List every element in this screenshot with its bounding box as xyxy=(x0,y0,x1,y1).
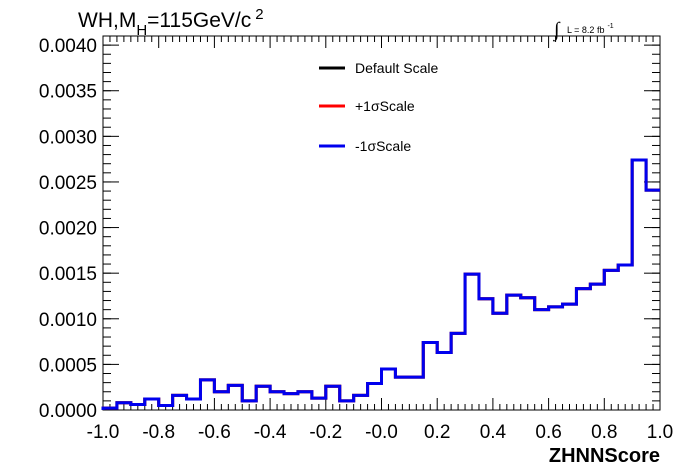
x-tick-label: -0.4 xyxy=(254,422,287,443)
title-subscript: H xyxy=(136,22,147,39)
y-tick-label: 0.0025 xyxy=(39,173,97,194)
y-tick-label: 0.0015 xyxy=(39,264,97,285)
title-rest: =115GeV/c xyxy=(147,9,251,32)
x-tick-label: -1.0 xyxy=(87,422,120,443)
title-superscript: 2 xyxy=(255,6,263,23)
series-line-2 xyxy=(101,158,660,410)
title-main: WH,M xyxy=(78,9,136,32)
legend-label: Default Scale xyxy=(355,60,438,76)
x-tick-label: -0.8 xyxy=(142,422,175,443)
y-tick-label: 0.0000 xyxy=(39,401,97,422)
x-axis: -1.0 -0.8 -0.6 -0.4 -0.2 -0.0 0.2 0.4 0.6 0.8 1.0 xyxy=(87,36,673,443)
y-axis: 0.0000 0.0005 0.0010 0.0015 0.0020 0.0025 0.00… xyxy=(39,35,660,422)
series-layer xyxy=(101,158,660,410)
legend-label: +1σScale xyxy=(355,98,415,114)
lumi-superscript: -1 xyxy=(607,23,613,30)
x-tick-label: -0.2 xyxy=(309,422,342,443)
lumi-label: L = 8.2 fb -1 xyxy=(567,23,614,35)
y-tick-label: 0.0030 xyxy=(39,127,97,148)
y-tick-label: 0.0010 xyxy=(39,310,97,331)
y-tick-label: 0.0005 xyxy=(39,355,97,376)
legend-label: -1σScale xyxy=(355,138,411,154)
y-tick-label: 0.0040 xyxy=(39,36,97,57)
x-tick-label: 0.6 xyxy=(535,422,561,443)
y-tick-label: 0.0035 xyxy=(39,82,97,103)
y-tick-label: 0.0020 xyxy=(39,219,97,240)
x-tick-label: -0.0 xyxy=(365,422,398,443)
x-axis-title: ZHNNScore xyxy=(549,445,660,467)
x-tick-label: 0.4 xyxy=(480,422,507,443)
chart-title: WH,MH=115GeV/c 2 xyxy=(78,6,264,39)
x-tick-label: -0.6 xyxy=(198,422,231,443)
legend: Default Scale +1σScale -1σScale xyxy=(319,60,438,154)
lumi-text: L = 8.2 fb xyxy=(567,25,604,35)
lumi-integral: ∫ xyxy=(552,19,561,42)
x-tick-label: 0.2 xyxy=(424,422,450,443)
x-tick-label: 0.8 xyxy=(591,422,617,443)
x-tick-label: 1.0 xyxy=(647,422,673,443)
